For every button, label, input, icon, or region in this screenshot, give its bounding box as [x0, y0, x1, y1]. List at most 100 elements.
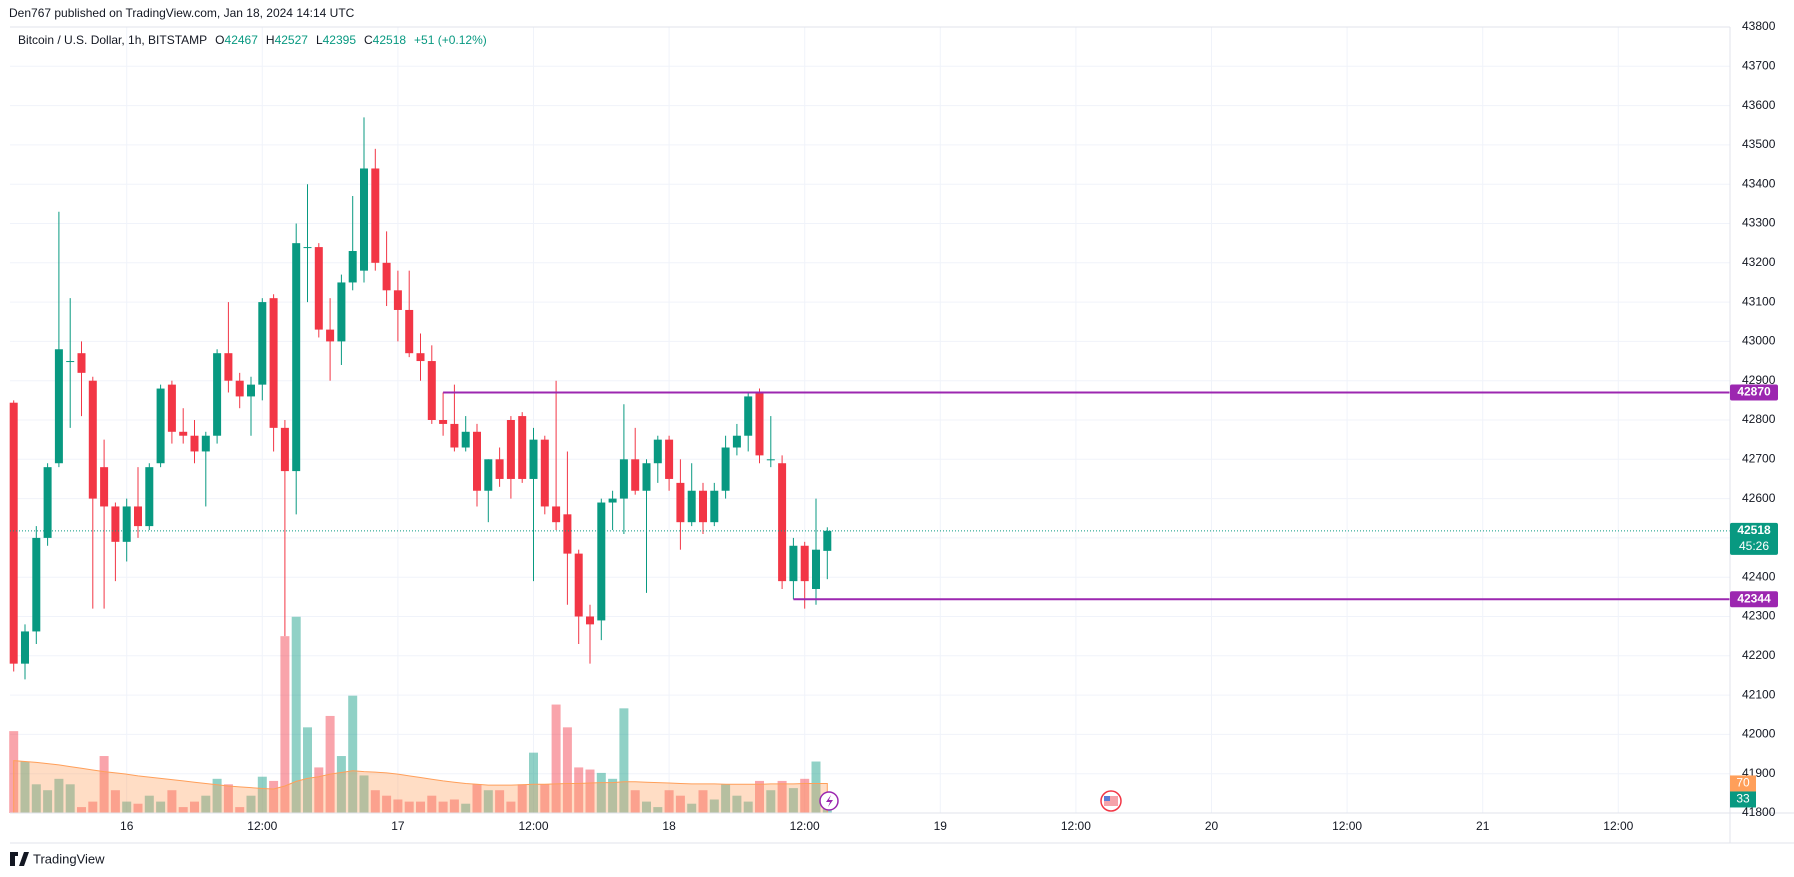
y-tick-label: 42300	[1742, 609, 1776, 623]
x-tick-label: 17	[391, 819, 405, 833]
candle-body	[9, 402, 18, 664]
x-tick-label: 19	[934, 819, 948, 833]
volume-bar	[246, 795, 256, 813]
candle-body	[608, 498, 617, 503]
candle-body	[292, 243, 301, 472]
volume-bar	[223, 784, 233, 813]
volume-bar	[472, 784, 482, 813]
volume-bar	[167, 790, 177, 813]
volume-pane	[9, 616, 832, 814]
candle-body	[280, 427, 289, 472]
legend-item: +51 (+0.12%)	[414, 33, 487, 47]
y-tick-label: 42600	[1742, 491, 1776, 505]
candle-body	[789, 545, 798, 582]
legend-item: 42467	[225, 33, 259, 47]
candle-body	[473, 431, 481, 491]
x-tick-label: 18	[662, 819, 676, 833]
volume-bar	[551, 704, 561, 813]
volume-bar	[427, 795, 437, 813]
volume-bar	[20, 761, 30, 813]
volume-bar	[506, 801, 516, 813]
legend-item: 42518	[373, 33, 407, 47]
volume-bar	[596, 772, 606, 813]
candle-body	[201, 435, 210, 452]
candle-body	[66, 361, 75, 363]
candle-body	[213, 353, 222, 436]
candle-body	[529, 439, 538, 479]
y-tick-label: 42200	[1742, 648, 1776, 662]
candle-body	[382, 262, 391, 291]
volume-bar	[608, 778, 618, 813]
candle-body	[32, 537, 41, 632]
volume-bar	[540, 784, 550, 813]
candle-body	[676, 482, 685, 523]
candle-body	[540, 439, 549, 507]
volume-bar	[675, 795, 685, 813]
volume-bar	[619, 708, 629, 813]
volume-bar	[732, 795, 742, 813]
overlay	[10, 391, 1730, 601]
level-label-bg	[1730, 384, 1778, 401]
volume-bar	[212, 778, 222, 813]
volume-bar	[574, 767, 584, 813]
candle-body	[732, 435, 741, 448]
candle-body	[314, 247, 323, 330]
volume-bar	[483, 790, 493, 813]
candle-body	[43, 467, 52, 538]
legend-item: C	[364, 33, 373, 47]
candle-body	[495, 459, 504, 479]
candle-body	[235, 380, 244, 397]
volume-bar	[77, 807, 86, 813]
candle-body	[88, 380, 97, 499]
x-tick-label: 12:00	[1603, 819, 1633, 833]
volume-bar	[404, 801, 414, 813]
candle-body	[111, 506, 120, 542]
volume-bar	[642, 801, 651, 813]
candle-body	[812, 549, 820, 589]
candle-body	[179, 431, 188, 436]
candle-body	[574, 553, 583, 617]
candle-body	[653, 439, 662, 464]
y-tick-label: 43100	[1742, 294, 1776, 308]
price-label: 42518	[1737, 523, 1771, 537]
ma-label: 70	[1736, 776, 1750, 790]
volume-bar	[698, 790, 708, 813]
candle-body	[303, 247, 312, 249]
volume-bar	[291, 616, 301, 813]
volume-bar	[461, 803, 471, 813]
y-tick-label: 43000	[1742, 334, 1776, 348]
candle-body	[710, 490, 719, 523]
y-tick-label: 43600	[1742, 98, 1776, 112]
candle-body	[167, 384, 176, 432]
candle-body	[450, 423, 459, 448]
candle-body	[122, 506, 131, 542]
volume-bar	[743, 801, 753, 813]
legend: Bitcoin / U.S. Dollar, 1h, BITSTAMP O4246…	[18, 33, 487, 47]
level-label-bg	[1730, 591, 1778, 608]
y-tick-label: 42900	[1742, 373, 1776, 387]
x-tick-label: 12:00	[1061, 819, 1091, 833]
candle-body	[665, 439, 674, 479]
volume-bar	[709, 799, 719, 813]
candle-body	[337, 282, 346, 342]
x-tick-label: 12:00	[1332, 819, 1362, 833]
volume-bar	[653, 807, 663, 813]
axes: 4180041900420004210042200423004240042500…	[120, 19, 1778, 833]
candle-body	[461, 431, 470, 448]
candle-body	[687, 490, 696, 523]
legend-item: L	[316, 33, 323, 47]
level-label: 42870	[1737, 385, 1771, 399]
volume-bar	[811, 761, 821, 813]
volume-bar	[766, 790, 776, 813]
candle-body	[77, 353, 86, 373]
volume-bar	[65, 784, 75, 813]
volume-bar	[303, 727, 312, 813]
candle-body	[21, 631, 29, 664]
volume-bar	[110, 790, 120, 813]
candle-body	[699, 490, 707, 523]
candle-body	[190, 435, 199, 452]
volume-bar	[325, 715, 335, 813]
candle-body	[427, 361, 436, 420]
